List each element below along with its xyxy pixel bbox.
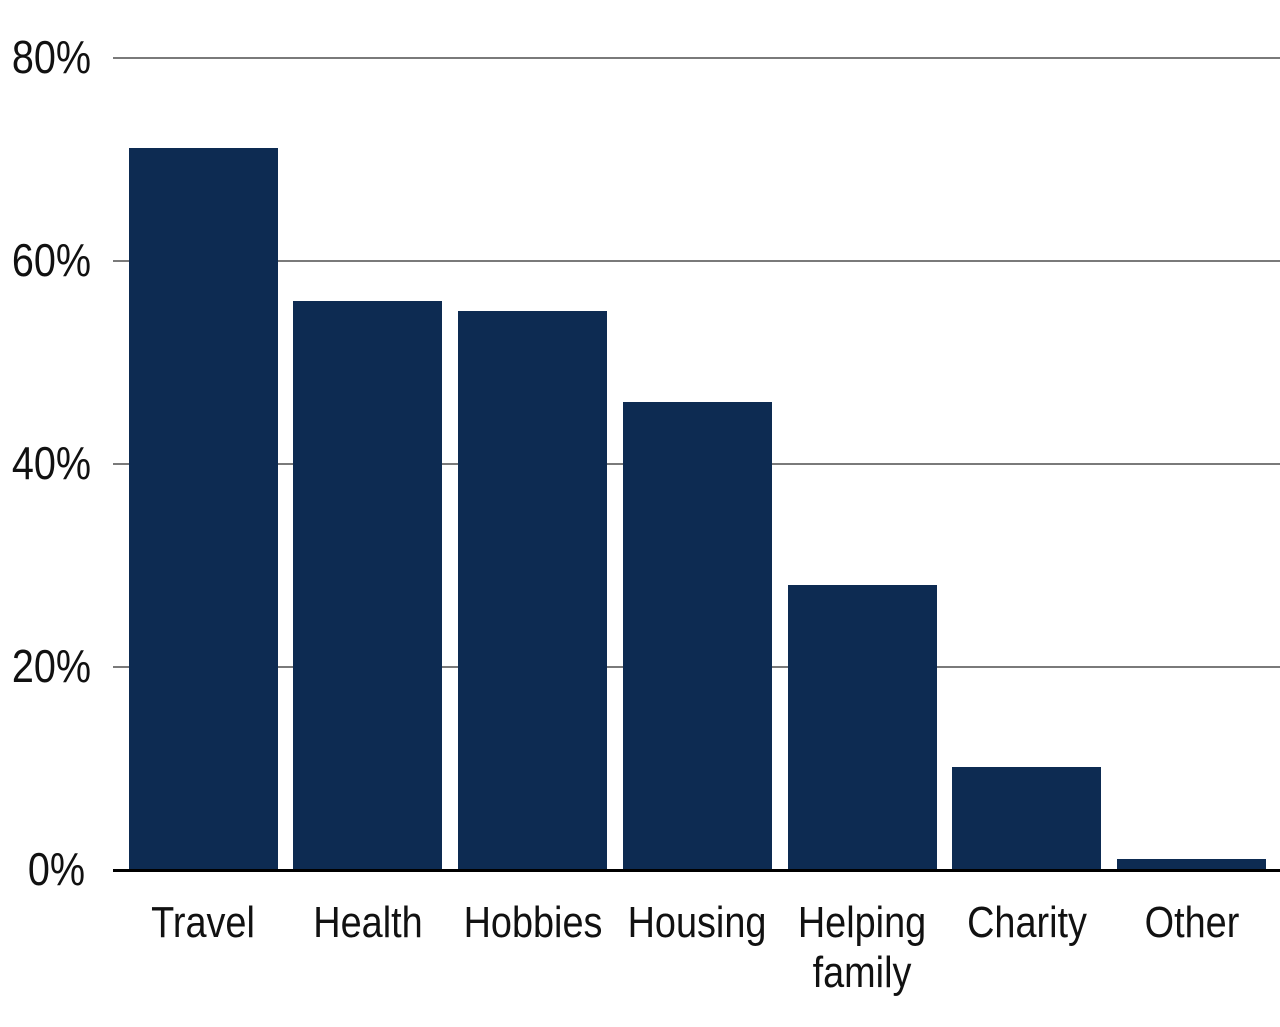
x-axis-tick-label: Helping family [797,898,927,997]
bar-travel [129,148,278,869]
y-axis-tick-label: 60% [11,234,92,286]
bar-charity [952,767,1101,869]
bar-helping-family [788,585,937,869]
y-axis-tick-label: 40% [11,437,92,489]
x-axis-tick-label: Health [313,898,423,947]
gridline [113,260,1280,262]
bar-hobbies [458,311,607,869]
bar-housing [623,402,772,869]
x-axis-tick-label: Charity [967,898,1087,947]
x-axis-tick-label: Other [1144,898,1240,947]
gridline [113,57,1280,59]
x-axis-tick-label: Housing [627,898,767,947]
x-axis-tick-label: Hobbies [463,898,603,947]
bar-health [293,301,442,869]
x-axis-line [113,869,1280,872]
y-axis-tick-label: 20% [11,640,92,692]
y-axis-tick-label: 80% [11,31,92,83]
x-axis-tick-label: Travel [151,898,255,947]
y-axis-tick-label: 0% [27,843,85,895]
bar-other [1117,859,1266,869]
